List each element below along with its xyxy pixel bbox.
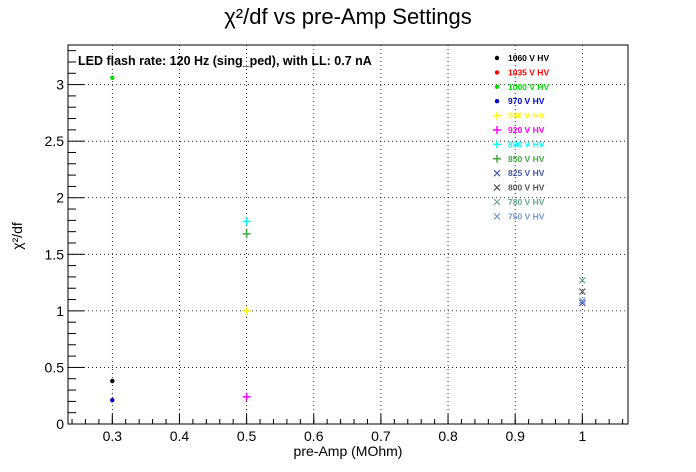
x-tick-label: 0.5 bbox=[237, 428, 257, 444]
plot-frame bbox=[67, 44, 629, 425]
y-tick-label: 1 bbox=[56, 303, 64, 319]
y-axis: 0 0.5 1 1.5 2 2.5 3 bbox=[45, 50, 84, 432]
y-axis-label: χ²/df bbox=[9, 222, 25, 250]
x-tick-label: 0.7 bbox=[371, 428, 391, 444]
y-tick-label: 3 bbox=[56, 77, 64, 93]
legend-marker bbox=[494, 55, 500, 61]
y-tick-label: 2 bbox=[56, 190, 64, 206]
data-point bbox=[242, 392, 251, 401]
legend-marker bbox=[493, 111, 501, 120]
legend-label: 920 V HV bbox=[508, 125, 545, 135]
x-tick-label: 0.6 bbox=[304, 428, 324, 444]
legend-label: 1000 V HV bbox=[508, 82, 549, 92]
x-axis: 0.3 0.4 0.5 0.6 0.7 0.8 0.9 1 bbox=[71, 414, 624, 444]
data-points bbox=[110, 75, 586, 403]
data-point bbox=[110, 75, 115, 81]
x-tick-label: 0.8 bbox=[438, 428, 458, 444]
data-point bbox=[578, 297, 586, 305]
legend-marker bbox=[493, 198, 501, 206]
x-tick-label: 1 bbox=[578, 428, 586, 444]
data-point bbox=[242, 217, 251, 226]
y-tick-label: 1.5 bbox=[45, 246, 65, 262]
legend-label: 1035 V HV bbox=[508, 67, 549, 77]
legend-marker bbox=[493, 212, 501, 220]
legend-marker bbox=[493, 184, 501, 192]
legend-label: 1060 V HV bbox=[508, 53, 549, 63]
legend-label: 750 V HV bbox=[508, 211, 545, 221]
legend-label: 890 V HV bbox=[508, 139, 545, 149]
legend-marker bbox=[494, 70, 500, 75]
legend-marker bbox=[494, 99, 500, 104]
legend-label: 850 V HV bbox=[508, 154, 545, 164]
data-point bbox=[110, 398, 115, 403]
legend-marker bbox=[494, 84, 500, 90]
legend-label: 780 V HV bbox=[508, 197, 545, 207]
chart-annotation: LED flash rate: 120 Hz (sing_ped), with … bbox=[78, 54, 372, 68]
legend: 1060 V HV 1035 V HV 1000 V HV 970 V HV 960 V… bbox=[493, 53, 549, 221]
legend-marker bbox=[493, 154, 501, 163]
legend-marker bbox=[493, 140, 501, 149]
legend-label: 970 V HV bbox=[508, 96, 545, 106]
data-point bbox=[578, 288, 586, 296]
legend-label: 800 V HV bbox=[508, 183, 545, 193]
data-point bbox=[242, 306, 251, 315]
data-point bbox=[578, 299, 586, 307]
y-tick-label: 2.5 bbox=[45, 133, 65, 149]
x-axis-label: pre-Amp (MOhm) bbox=[294, 443, 403, 459]
legend-label: 960 V HV bbox=[508, 111, 545, 121]
chart-title: χ²/df vs pre-Amp Settings bbox=[224, 4, 472, 29]
legend-marker bbox=[493, 169, 501, 177]
x-tick-label: 0.9 bbox=[505, 428, 525, 444]
y-tick-label: 0 bbox=[56, 416, 64, 432]
legend-label: 825 V HV bbox=[508, 168, 545, 178]
x-tick-label: 0.4 bbox=[170, 428, 190, 444]
data-point bbox=[242, 229, 251, 238]
data-point bbox=[110, 378, 115, 384]
y-tick-label: 0.5 bbox=[45, 359, 65, 375]
data-point bbox=[578, 276, 586, 284]
x-tick-label: 0.3 bbox=[103, 428, 123, 444]
legend-marker bbox=[493, 126, 501, 134]
